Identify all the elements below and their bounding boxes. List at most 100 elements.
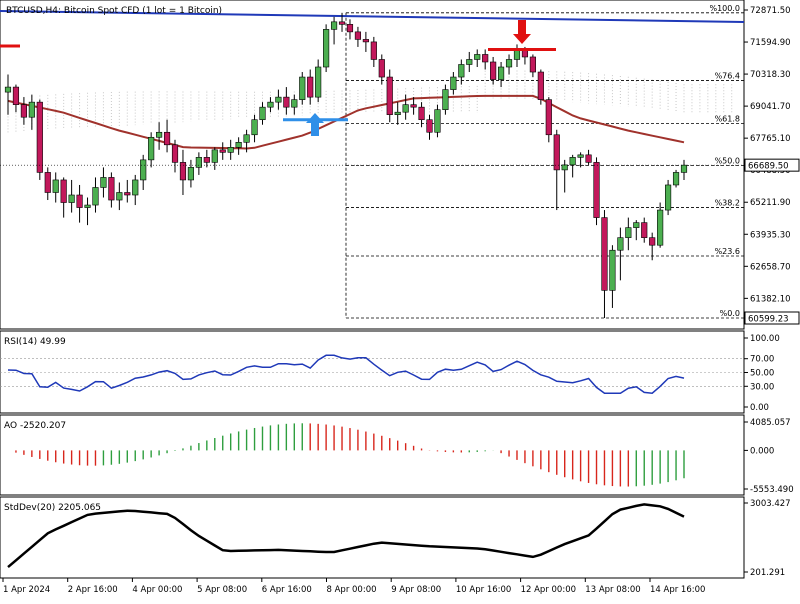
candle-body <box>330 21 338 30</box>
candle-body <box>585 154 592 163</box>
price-tick-label: 70318.30 <box>750 70 791 80</box>
candle-body <box>338 21 346 25</box>
rsi-panel-frame <box>0 330 745 414</box>
candle-body <box>354 31 362 40</box>
time-tick-label: 10 Apr 16:00 <box>456 585 511 595</box>
stddev-tick-label: 201.291 <box>750 568 785 578</box>
candle-body <box>116 192 123 201</box>
candle-body <box>36 101 43 173</box>
buy-arrow-icon <box>306 113 324 136</box>
price-tick-label: 61382.10 <box>750 294 791 304</box>
candle-body <box>450 76 457 90</box>
candle-body <box>44 172 51 193</box>
candle-body <box>315 66 322 98</box>
candle-body <box>4 86 12 93</box>
candle-body <box>235 142 242 148</box>
ao-tick-label: 0.000 <box>750 446 774 456</box>
candle-body <box>649 237 656 246</box>
candle-body <box>680 164 688 173</box>
candle-body <box>259 106 266 121</box>
candle-body <box>140 159 147 181</box>
candle-body <box>299 76 306 100</box>
fib-level-label: %76.4 <box>715 72 740 81</box>
price-tick-label: 62658.70 <box>750 262 791 272</box>
candle-body <box>132 179 139 196</box>
time-tick-label: 1 Apr 2024 <box>3 585 50 595</box>
candle-body <box>537 71 544 100</box>
candle-body <box>466 59 473 65</box>
rsi-panel <box>0 354 744 394</box>
ao-tick-label: 4085.057 <box>750 418 791 428</box>
rsi-tick-label: 30.00 <box>750 382 774 392</box>
ao-tick-label: -5553.490 <box>750 485 794 495</box>
candle-body <box>219 149 226 153</box>
stddev-tick-label: 3003.427 <box>750 499 791 509</box>
candle-body <box>195 157 202 168</box>
candle-body <box>171 144 179 163</box>
time-tick-label: 2 Apr 16:00 <box>68 585 118 595</box>
candle-body <box>529 56 536 73</box>
panel-frames <box>0 0 745 579</box>
candle-body <box>20 104 27 118</box>
time-tick-label: 12 Apr 00:00 <box>521 585 576 595</box>
candle-body <box>625 227 632 238</box>
price-tick-label: 69041.70 <box>750 102 791 112</box>
candle-body <box>633 222 640 228</box>
candle-body <box>490 61 497 80</box>
current-price-box <box>744 158 800 172</box>
candle-body <box>442 89 449 110</box>
candle-body <box>179 162 187 181</box>
time-tick-label: 8 Apr 00:00 <box>327 585 377 595</box>
rsi-tick-label: 50.00 <box>750 369 774 379</box>
candle-body <box>378 59 385 78</box>
candle-body <box>156 131 163 138</box>
candle-body <box>657 209 664 246</box>
fib-level-label: %0.0 <box>720 309 740 318</box>
candle-body <box>561 164 568 171</box>
moving-average-line <box>7 94 685 150</box>
candle-body <box>513 49 521 60</box>
time-tick-label: 9 Apr 08:00 <box>391 585 441 595</box>
candle-body <box>672 172 680 186</box>
sell-arrow-icon <box>513 20 531 44</box>
price-tick-label: 71594.90 <box>750 38 791 48</box>
candle-body <box>418 106 425 121</box>
time-tick-label: 6 Apr 16:00 <box>262 585 312 595</box>
candle-body <box>307 76 314 98</box>
price-panel-frame <box>0 0 745 330</box>
symbol-header: BTCUSD,H4: Bitcoin Spot CFD (1 lot = 1 B… <box>6 6 222 16</box>
candle-body <box>474 54 481 60</box>
stddev-panel <box>7 503 685 569</box>
ao-label: AO -2520.207 <box>4 421 66 431</box>
current-price-label: 66689.50 <box>748 162 789 172</box>
candle-body <box>92 187 99 206</box>
time-tick-label: 14 Apr 16:00 <box>650 585 705 595</box>
stddev-label: StdDev(20) 2205.065 <box>4 503 101 513</box>
ao-panel <box>15 423 685 487</box>
candle-body <box>243 134 250 143</box>
rsi-tick-label: 0.00 <box>750 403 769 413</box>
stddev-panel-frame <box>0 496 745 579</box>
candle-body <box>283 96 290 108</box>
candle-body <box>402 104 409 113</box>
fib-level-label: %100.0 <box>709 4 740 13</box>
candle-body <box>251 119 258 136</box>
price-tick-label: 72871.50 <box>750 6 791 16</box>
candle-body <box>323 29 330 68</box>
candle-body <box>52 179 59 193</box>
candle-body <box>267 101 274 108</box>
time-tick-label: 13 Apr 08:00 <box>585 585 640 595</box>
rsi-line <box>7 354 685 394</box>
candle-body <box>60 179 67 203</box>
candle-body <box>28 101 35 118</box>
candle-body <box>569 157 576 166</box>
candle-body <box>482 54 489 63</box>
candle-body <box>458 64 465 78</box>
candle-body <box>410 104 417 108</box>
candle-body <box>362 39 369 43</box>
time-tick-label: 4 Apr 00:00 <box>132 585 182 595</box>
candle-body <box>346 24 354 33</box>
candle-body <box>434 109 441 133</box>
